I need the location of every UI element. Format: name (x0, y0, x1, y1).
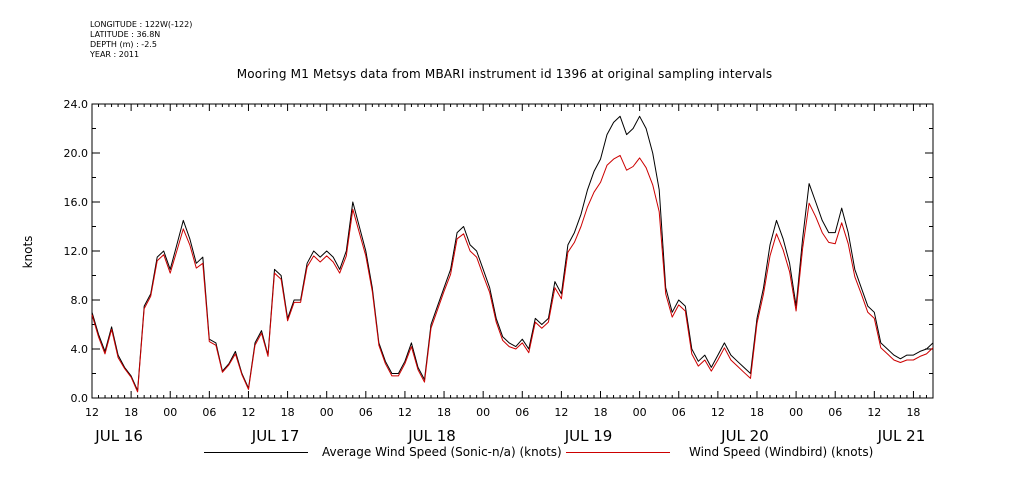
series-line-sonic (91, 115, 934, 392)
x-tick-label: 00 (320, 406, 334, 419)
x-day-label: JUL 21 (877, 427, 926, 445)
x-tick-label: 06 (828, 406, 842, 419)
legend-swatch-sonic (204, 452, 308, 453)
x-tick-label: 12 (867, 406, 881, 419)
year-text: YEAR : 2011 (90, 50, 140, 59)
x-tick-label: 00 (476, 406, 490, 419)
x-tick-label: 00 (789, 406, 803, 419)
legend-swatch-windbird (566, 452, 670, 453)
chart-title: Mooring M1 Metsys data from MBARI instru… (236, 67, 773, 81)
x-tick-label: 12 (85, 406, 99, 419)
x-tick-label: 18 (906, 406, 920, 419)
plot-area (91, 103, 934, 399)
x-tick-label: 12 (241, 406, 255, 419)
x-tick-label: 18 (124, 406, 138, 419)
x-tick-label: 12 (398, 406, 412, 419)
x-day-label: JUL 20 (720, 427, 769, 445)
depth-text: DEPTH (m) : -2.5 (90, 40, 157, 49)
legend-label-sonic: Average Wind Speed (Sonic-n/a) (knots) (322, 445, 562, 459)
x-day-label: JUL 16 (94, 427, 143, 445)
y-tick-label: 12.0 (64, 245, 89, 258)
legend-label-windbird: Wind Speed (Windbird) (knots) (689, 445, 874, 459)
y-tick-label: 4.0 (71, 343, 89, 356)
x-tick-label: 12 (554, 406, 568, 419)
metadata-block: LONGITUDE : 122W(-122) LATITUDE : 36.8N … (90, 20, 192, 60)
x-tick-label: 18 (437, 406, 451, 419)
y-tick-label: 24.0 (64, 98, 89, 111)
y-tick-label: 16.0 (64, 196, 89, 209)
series-line-windbird (91, 154, 934, 393)
x-tick-label: 12 (711, 406, 725, 419)
x-tick-label: 18 (281, 406, 295, 419)
x-tick-label: 06 (515, 406, 529, 419)
latitude-text: LATITUDE : 36.8N (90, 30, 161, 39)
x-tick-label: 18 (750, 406, 764, 419)
x-tick-label: 06 (672, 406, 686, 419)
y-tick-label: 20.0 (64, 147, 89, 160)
y-tick-label: 8.0 (71, 294, 89, 307)
x-tick-label: 00 (633, 406, 647, 419)
x-tick-label: 06 (359, 406, 373, 419)
x-tick-label: 06 (202, 406, 216, 419)
y-tick-label: 0.0 (71, 392, 89, 405)
x-day-label: JUL 17 (251, 427, 300, 445)
x-day-label: JUL 19 (564, 427, 613, 445)
x-day-label: JUL 18 (407, 427, 456, 445)
x-tick-label: 18 (594, 406, 608, 419)
x-tick-label: 00 (163, 406, 177, 419)
longitude-text: LONGITUDE : 122W(-122) (90, 20, 193, 29)
